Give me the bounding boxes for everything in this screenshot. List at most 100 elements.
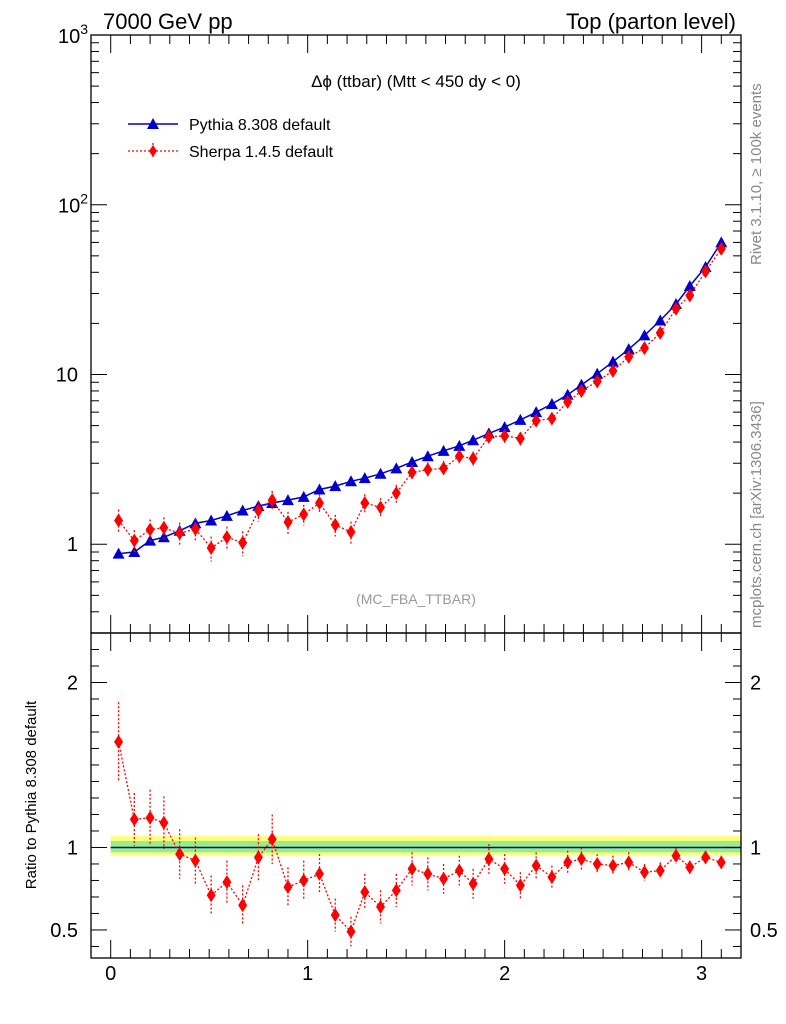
marker-sherpa — [222, 530, 232, 545]
ratio-axes: 0.5 0.5 1 1 2 2 — [50, 633, 778, 958]
legend-marker-sherpa — [149, 145, 157, 157]
ratio-plot-content — [110, 702, 742, 947]
ratio-marker-sherpa — [206, 888, 216, 903]
ratio-marker-sherpa — [515, 878, 525, 893]
marker-sherpa — [547, 411, 557, 426]
marker-pythia — [157, 531, 170, 543]
ratio-y-tick-label-right: 2 — [750, 672, 761, 694]
marker-pythia — [406, 456, 419, 468]
mcplots-label: mcplots.cern.ch [arXiv:1306.3436] — [748, 401, 765, 628]
marker-pythia — [683, 280, 696, 292]
marker-sherpa — [624, 349, 634, 364]
marker-pythia — [313, 483, 326, 495]
marker-pythia — [561, 388, 574, 400]
marker-sherpa — [253, 503, 263, 518]
ratio-marker-sherpa — [253, 850, 263, 865]
ratio-marker-sherpa — [391, 883, 401, 898]
ratio-marker-sherpa — [299, 873, 309, 888]
ratio-marker-sherpa — [655, 863, 665, 878]
ratio-marker-sherpa — [190, 853, 200, 868]
ratio-marker-sherpa — [454, 863, 464, 878]
marker-pythia — [654, 314, 667, 326]
ratio-marker-sherpa — [592, 856, 602, 871]
marker-sherpa — [360, 495, 370, 510]
header-right: Top (parton level) — [566, 9, 736, 34]
marker-pythia — [374, 467, 387, 479]
marker-sherpa — [608, 363, 618, 378]
ratio-y-tick-label-left: 0.5 — [50, 920, 78, 942]
ratio-marker-sherpa — [701, 850, 711, 865]
main-plot-content — [112, 236, 728, 562]
marker-sherpa — [145, 522, 155, 537]
marker-sherpa — [206, 541, 216, 556]
marker-sherpa — [439, 461, 449, 476]
marker-sherpa — [515, 431, 525, 446]
ratio-marker-sherpa — [314, 866, 324, 881]
ratio-marker-sherpa — [159, 815, 169, 830]
marker-pythia — [437, 444, 450, 456]
ratio-marker-sherpa — [547, 870, 557, 885]
ratio-marker-sherpa — [608, 858, 618, 873]
marker-sherpa — [563, 394, 573, 409]
ratio-marker-sherpa — [563, 855, 573, 870]
marker-sherpa — [500, 428, 510, 443]
legend-label-pythia: Pythia 8.308 default — [189, 117, 331, 134]
marker-pythia — [622, 343, 635, 355]
marker-sherpa — [716, 241, 726, 256]
x-axis: 0 1 2 3 — [105, 963, 707, 985]
marker-sherpa — [592, 374, 602, 389]
y-tick-label: 102 — [58, 191, 88, 218]
marker-sherpa — [531, 413, 541, 428]
marker-pythia — [220, 509, 233, 521]
ratio-marker-sherpa — [129, 812, 139, 827]
ratio-marker-sherpa — [423, 866, 433, 881]
ratio-marker-sherpa — [576, 852, 586, 867]
marker-sherpa — [468, 451, 478, 466]
ratio-marker-sherpa — [685, 860, 695, 875]
ratio-marker-sherpa — [439, 871, 449, 886]
marker-pythia — [638, 329, 651, 341]
chart-title: Δϕ (ttbar) (Mtt < 450 dy < 0) — [311, 72, 521, 91]
marker-sherpa — [114, 513, 124, 528]
marker-sherpa — [238, 535, 248, 550]
marker-pythia — [467, 434, 480, 446]
legend: Pythia 8.308 default Sherpa 1.4.5 defaul… — [128, 117, 334, 161]
marker-sherpa — [576, 383, 586, 398]
ratio-y-tick-label-right: 0.5 — [750, 920, 778, 942]
y-tick-label: 10 — [56, 364, 78, 386]
marker-sherpa — [330, 517, 340, 532]
ratio-marker-sherpa — [716, 855, 726, 870]
marker-sherpa — [159, 520, 169, 535]
ratio-panel: 0.5 0.5 1 1 2 2 Ratio to Pythia 8.308 default… — [23, 632, 778, 985]
ratio-y-tick-label-left: 2 — [67, 672, 78, 694]
ratio-y-tick-label-left: 1 — [67, 837, 78, 859]
x-tick-label: 1 — [302, 963, 313, 985]
marker-pythia — [112, 547, 125, 559]
ratio-marker-sherpa — [531, 858, 541, 873]
ratio-marker-sherpa — [407, 861, 417, 876]
marker-pythia — [514, 413, 527, 425]
ratio-marker-sherpa — [222, 875, 232, 890]
marker-sherpa — [346, 525, 356, 540]
marker-pythia — [281, 494, 294, 506]
marker-sherpa — [267, 493, 277, 508]
ratio-marker-sherpa — [238, 898, 248, 913]
marker-sherpa — [283, 515, 293, 530]
ratio-marker-sherpa — [175, 847, 185, 862]
marker-sherpa — [685, 288, 695, 303]
marker-sherpa — [655, 325, 665, 340]
marker-pythia — [591, 367, 604, 379]
marker-pythia — [453, 439, 466, 451]
marker-sherpa — [376, 500, 386, 515]
marker-sherpa — [671, 301, 681, 316]
ratio-ylabel: Ratio to Pythia 8.308 default — [23, 700, 40, 889]
marker-pythia — [606, 355, 619, 367]
ratio-band-green — [110, 840, 742, 853]
ratio-marker-sherpa — [376, 899, 386, 914]
marker-sherpa — [423, 462, 433, 477]
marker-pythia — [205, 514, 218, 526]
marker-pythia — [345, 475, 357, 487]
marker-pythia — [545, 398, 558, 410]
marker-sherpa — [454, 449, 464, 464]
